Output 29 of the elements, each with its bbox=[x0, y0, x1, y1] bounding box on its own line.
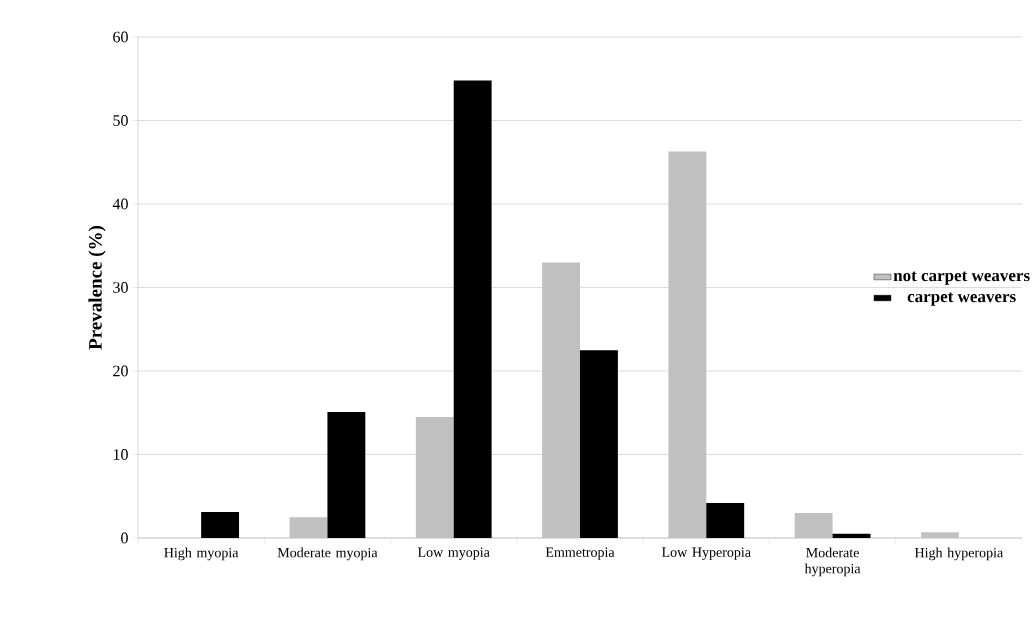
y-axis-title: Prevalence (%) bbox=[88, 225, 106, 350]
bar bbox=[415, 416, 454, 538]
y-tick-label: 20 bbox=[113, 365, 128, 377]
legend-label: carpet weavers bbox=[907, 292, 1016, 306]
bar bbox=[794, 512, 833, 538]
bar bbox=[920, 532, 959, 538]
bar bbox=[201, 512, 240, 538]
x-tick-label: High hyperopia bbox=[914, 547, 1003, 561]
bar bbox=[668, 151, 707, 538]
bar bbox=[832, 533, 871, 538]
bar bbox=[289, 517, 328, 538]
y-tick-label: 30 bbox=[113, 282, 128, 293]
bar bbox=[580, 350, 618, 538]
legend-label: not carpet weavers bbox=[893, 271, 1030, 285]
bar bbox=[327, 411, 366, 538]
y-tick-label: 40 bbox=[112, 198, 128, 210]
x-tick-label: High myopia bbox=[164, 547, 239, 561]
y-tick-label: 60 bbox=[113, 31, 128, 43]
y-tick-label: 10 bbox=[113, 449, 128, 460]
x-tick-label: Low Hyperopia bbox=[661, 547, 751, 560]
y-tick-label: 0 bbox=[121, 532, 128, 544]
y-tick-label: 50 bbox=[113, 115, 128, 126]
x-tick-label: Emmetropia bbox=[545, 547, 615, 560]
x-tick-label: Low myopia bbox=[417, 547, 490, 560]
x-tick-label: Moderate hyperopia bbox=[804, 547, 861, 577]
bar bbox=[453, 80, 492, 538]
x-tick-label: Moderate myopia bbox=[277, 547, 378, 561]
bar bbox=[706, 502, 745, 538]
bar bbox=[542, 262, 580, 538]
